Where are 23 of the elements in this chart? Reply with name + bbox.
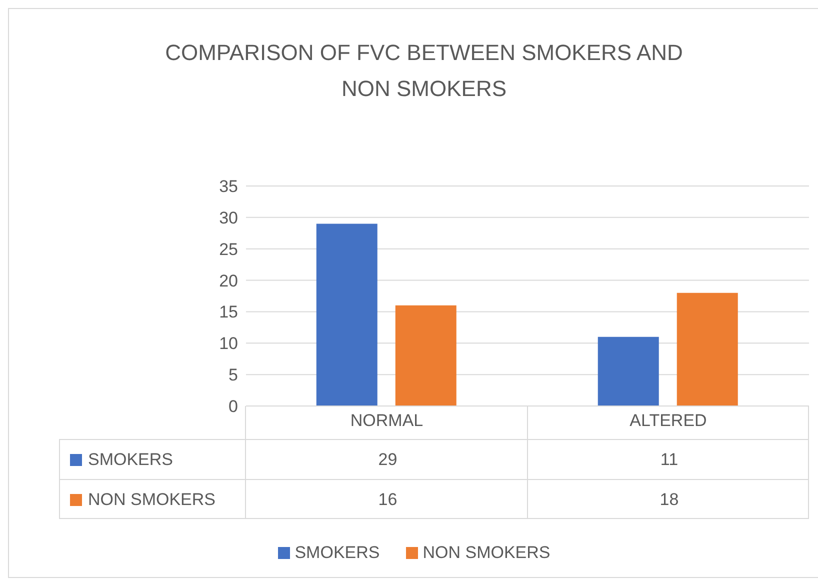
bar [395,305,456,406]
data-label: 29 [377,449,398,471]
y-tick-label: 20 [219,271,238,290]
text: NON SMOKERS [88,490,216,509]
legend-label: SMOKERS [294,543,380,563]
data-label: 16 [377,489,398,511]
data-label: 11 [659,449,680,471]
data-label: 18 [658,489,680,511]
y-tick-label: 30 [219,208,238,228]
y-tick-label: 5 [228,366,238,385]
x-tick-label: ALTERED [630,411,707,430]
y-tick-label: 25 [219,240,238,259]
legend-label: NON SMOKERS [422,543,550,563]
bar [598,336,659,406]
bar [676,292,738,406]
y-tick-label: 0 [228,397,238,416]
x-tick-label: NORMAL [350,411,424,430]
y-tick-label: 15 [219,302,238,322]
text: SMOKERS [88,450,174,469]
chart-title: COMPARISON OF FVC BETWEEN SMOKERS AND NON SMOKERS [164,39,684,103]
y-tick-label: 10 [219,334,238,354]
y-tick-label: 35 [219,177,238,196]
bar [316,224,378,406]
